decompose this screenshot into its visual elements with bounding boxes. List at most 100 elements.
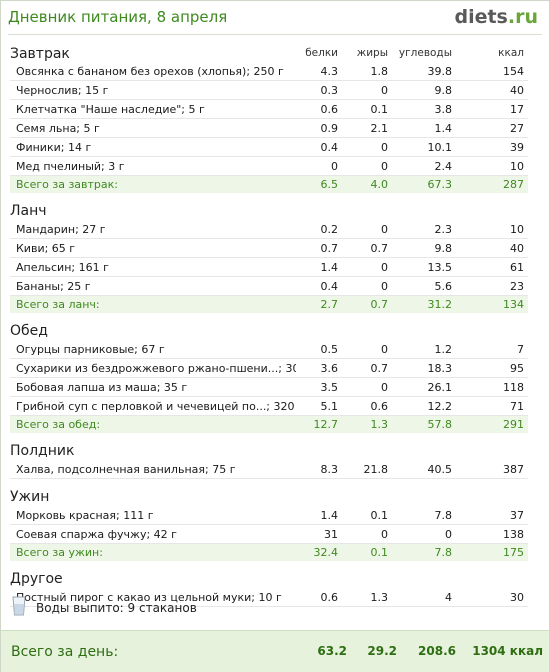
meal-total-fat: 0.1 (346, 543, 396, 561)
food-protein: 8.3 (296, 460, 346, 479)
meal-total-protein: 32.4 (296, 543, 346, 561)
food-name: Чернослив; 15 г (10, 80, 296, 100)
day-total-kcal: 1304 ккал (472, 644, 543, 658)
food-row[interactable]: Овсянка с бананом без орехов (хлопья); 2… (10, 62, 528, 81)
food-diary-table: Завтрак белки жиры углеводы ккал Овсянка с ба… (10, 44, 528, 607)
food-carbs: 9.8 (396, 238, 468, 258)
meal-total-carbs: 7.8 (396, 543, 468, 561)
meal-total-kcal: 134 (468, 295, 528, 313)
column-spacer (396, 317, 468, 340)
food-row[interactable]: Финики; 14 г 0.4 0 10.1 39 (10, 137, 528, 157)
food-carbs: 18.3 (396, 358, 468, 378)
column-spacer (396, 197, 468, 220)
food-row[interactable]: Грибной суп с перловкой и чечевицей по..… (10, 396, 528, 416)
column-spacer (346, 565, 396, 588)
food-protein: 0.9 (296, 118, 346, 138)
food-row[interactable]: Сухарики из бездрожжевого ржано-пшени...… (10, 358, 528, 378)
food-kcal: 17 (468, 99, 528, 119)
food-fat: 0 (346, 156, 396, 176)
food-carbs: 4 (396, 588, 468, 607)
food-fat: 0 (346, 257, 396, 277)
food-protein: 0.7 (296, 238, 346, 258)
logo-tld: .ru (507, 6, 538, 28)
food-row[interactable]: Мед пчелиный; 3 г 0 0 2.4 10 (10, 156, 528, 176)
food-name: Финики; 14 г (10, 137, 296, 157)
food-protein: 0.6 (296, 588, 346, 607)
food-row[interactable]: Огурцы парниковые; 67 г 0.5 0 1.2 7 (10, 340, 528, 359)
food-protein: 1.4 (296, 506, 346, 525)
day-total-label: Всего за день: (11, 644, 119, 660)
food-name: Халва, подсолнечная ванильная; 75 г (10, 460, 296, 479)
column-spacer (468, 317, 528, 340)
column-header-fat: жиры (356, 47, 388, 59)
food-row[interactable]: Мандарин; 27 г 0.2 0 2.3 10 (10, 220, 528, 239)
food-fat: 0.7 (346, 238, 396, 258)
meal-title: Завтрак (10, 46, 70, 62)
column-spacer (346, 317, 396, 340)
meal-total-carbs: 67.3 (396, 175, 468, 193)
food-row[interactable]: Клетчатка "Наше наследие"; 5 г 0.6 0.1 3.8 1… (10, 99, 528, 119)
meal-header-4: Ужин (10, 483, 528, 506)
food-name: Овсянка с бананом без орехов (хлопья); 2… (10, 62, 296, 81)
meal-title: Ужин (10, 489, 50, 505)
column-spacer (396, 565, 468, 588)
day-total-protein: 63.2 (317, 644, 347, 658)
food-protein: 0.4 (296, 137, 346, 157)
meal-header-2: Обед (10, 317, 528, 340)
food-row[interactable]: Семя льна; 5 г 0.9 2.1 1.4 27 (10, 118, 528, 138)
column-spacer (468, 197, 528, 220)
food-carbs: 2.3 (396, 220, 468, 239)
food-name: Клетчатка "Наше наследие"; 5 г (10, 99, 296, 119)
food-protein: 0.3 (296, 80, 346, 100)
column-header-kcal: ккал (498, 47, 524, 59)
food-kcal: 71 (468, 396, 528, 416)
meal-title: Полдник (10, 443, 75, 459)
food-row[interactable]: Бобовая лапша из маша; 35 г 3.5 0 26.1 118 (10, 377, 528, 397)
food-fat: 0.1 (346, 506, 396, 525)
food-kcal: 118 (468, 377, 528, 397)
meal-total-label: Всего за ланч: (10, 295, 296, 313)
food-row[interactable]: Чернослив; 15 г 0.3 0 9.8 40 (10, 80, 528, 100)
glass-icon (12, 596, 26, 616)
page-title: Дневник питания, 8 апреля (8, 8, 228, 26)
food-fat: 21.8 (346, 460, 396, 479)
food-fat: 1.3 (346, 588, 396, 607)
meal-total-kcal: 291 (468, 415, 528, 433)
column-spacer (468, 437, 528, 460)
site-logo[interactable]: diets.ru (454, 6, 538, 28)
food-protein: 3.6 (296, 358, 346, 378)
meal-total-fat: 0.7 (346, 295, 396, 313)
food-row[interactable]: Халва, подсолнечная ванильная; 75 г 8.3 21… (10, 460, 528, 479)
food-name: Сухарики из бездрожжевого ржано-пшени...… (10, 358, 296, 378)
header-divider (8, 34, 542, 35)
food-kcal: 10 (468, 156, 528, 176)
food-row[interactable]: Морковь красная; 111 г 1.4 0.1 7.8 37 (10, 506, 528, 525)
meal-header-3: Полдник (10, 437, 528, 460)
meal-total-carbs: 31.2 (396, 295, 468, 313)
food-fat: 0 (346, 80, 396, 100)
food-row[interactable]: Соевая спаржа фучжу; 42 г 31 0 0 138 (10, 524, 528, 544)
meal-total-label: Всего за завтрак: (10, 175, 296, 193)
food-row[interactable]: Апельсин; 161 г 1.4 0 13.5 61 (10, 257, 528, 277)
day-total-carbs: 208.6 (418, 644, 456, 658)
food-protein: 3.5 (296, 377, 346, 397)
page-header: Дневник питания, 8 апреля diets.ru (8, 6, 542, 32)
food-row[interactable]: Постный пирог с какао из цельной муки; 1… (10, 588, 528, 607)
column-spacer (346, 197, 396, 220)
meal-total-fat: 4.0 (346, 175, 396, 193)
food-kcal: 39 (468, 137, 528, 157)
food-protein: 4.3 (296, 62, 346, 81)
food-row[interactable]: Бананы; 25 г 0.4 0 5.6 23 (10, 276, 528, 296)
meal-total-carbs: 57.8 (396, 415, 468, 433)
food-name: Бананы; 25 г (10, 276, 296, 296)
food-kcal: 7 (468, 340, 528, 359)
food-row[interactable]: Киви; 65 г 0.7 0.7 9.8 40 (10, 238, 528, 258)
food-name: Бобовая лапша из маша; 35 г (10, 377, 296, 397)
food-name: Апельсин; 161 г (10, 257, 296, 277)
food-kcal: 61 (468, 257, 528, 277)
day-total-bar: Всего за день: 63.2 29.2 208.6 1304 ккал (1, 630, 549, 672)
meal-total-row: Всего за обед: 12.7 1.3 57.8 291 (10, 415, 528, 433)
food-fat: 0 (346, 524, 396, 544)
food-protein: 0 (296, 156, 346, 176)
food-carbs: 2.4 (396, 156, 468, 176)
